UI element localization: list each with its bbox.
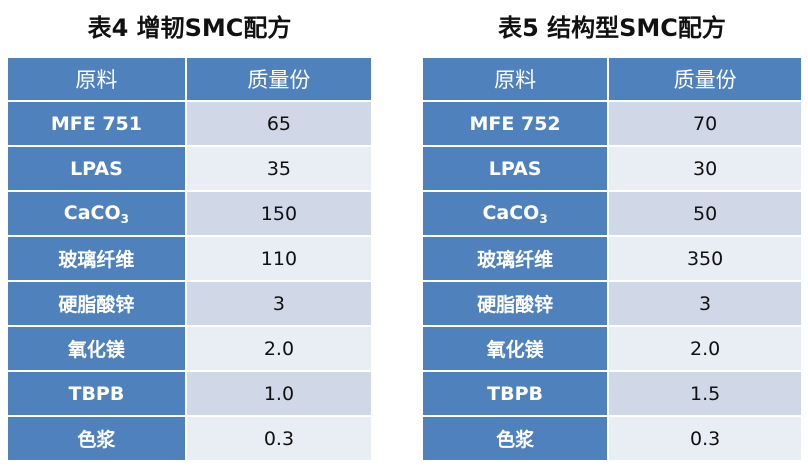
material-cell: CaCO3: [6, 190, 187, 237]
material-cell: 氧化镁: [420, 325, 610, 372]
material-cell: 硬脂酸锌: [420, 280, 610, 327]
table-row: CaCO3 50: [420, 190, 803, 237]
table-row: TBPB 1.5: [420, 370, 803, 417]
table-header-row: 原料 质量份: [6, 56, 374, 102]
table-row: 硬脂酸锌 3: [6, 280, 374, 327]
header-parts: 质量份: [607, 56, 803, 102]
material-base: CaCO: [482, 201, 540, 224]
material-subscript: 3: [120, 211, 130, 226]
material-cell: LPAS: [420, 145, 610, 192]
material-base: CaCO: [63, 201, 121, 224]
material-cell: TBPB: [420, 370, 610, 417]
material-cell: 色浆: [6, 415, 187, 462]
parts-cell: 2.0: [184, 325, 374, 372]
material-cell: 玻璃纤维: [420, 235, 610, 282]
table-row: LPAS 30: [420, 145, 803, 192]
parts-cell: 150: [184, 190, 374, 237]
toughened-smc-formula-table: 原料 质量份 MFE 751 65 LPAS 35 CaCO3 150 玻璃纤维…: [6, 56, 374, 462]
parts-cell: 350: [607, 235, 803, 282]
material-cell: CaCO3: [420, 190, 610, 237]
material-subscript: 3: [539, 211, 548, 226]
table-row: CaCO3 150: [6, 190, 374, 237]
parts-cell: 0.3: [607, 415, 803, 462]
parts-cell: 50: [607, 190, 803, 237]
header-material: 原料: [6, 56, 187, 102]
structural-smc-panel: 表5 结构型SMC配方 原料 质量份 MFE 752 70 LPAS 30 Ca…: [420, 0, 803, 462]
table-title: 表4 增韧SMC配方: [87, 14, 292, 42]
material-cell: 色浆: [420, 415, 610, 462]
table-row: 氧化镁 2.0: [420, 325, 803, 372]
parts-cell: 3: [184, 280, 374, 327]
parts-cell: 2.0: [607, 325, 803, 372]
parts-cell: 30: [607, 145, 803, 192]
material-cell: 硬脂酸锌: [6, 280, 187, 327]
table-row: 氧化镁 2.0: [6, 325, 374, 372]
parts-cell: 110: [184, 235, 374, 282]
table-header-row: 原料 质量份: [420, 56, 803, 102]
parts-cell: 35: [184, 145, 374, 192]
table-row: 色浆 0.3: [6, 415, 374, 462]
parts-cell: 1.5: [607, 370, 803, 417]
header-parts: 质量份: [184, 56, 374, 102]
parts-cell: 1.0: [184, 370, 374, 417]
table-row: TBPB 1.0: [6, 370, 374, 417]
table-row: 硬脂酸锌 3: [420, 280, 803, 327]
table-row: LPAS 35: [6, 145, 374, 192]
material-cell: 玻璃纤维: [6, 235, 187, 282]
table-row: 玻璃纤维 110: [6, 235, 374, 282]
parts-cell: 0.3: [184, 415, 374, 462]
table-row: 玻璃纤维 350: [420, 235, 803, 282]
parts-cell: 65: [184, 100, 374, 147]
header-material: 原料: [420, 56, 610, 102]
table-row: MFE 751 65: [6, 100, 374, 147]
table-title: 表5 结构型SMC配方: [498, 14, 726, 42]
structural-smc-formula-table: 原料 质量份 MFE 752 70 LPAS 30 CaCO3 50 玻璃纤维 …: [420, 56, 803, 462]
material-cell: LPAS: [6, 145, 187, 192]
material-cell: MFE 751: [6, 100, 187, 147]
parts-cell: 3: [607, 280, 803, 327]
table-row: MFE 752 70: [420, 100, 803, 147]
material-cell: 氧化镁: [6, 325, 187, 372]
toughened-smc-panel: 表4 增韧SMC配方 原料 质量份 MFE 751 65 LPAS 35 CaC…: [6, 0, 374, 462]
material-cell: MFE 752: [420, 100, 610, 147]
material-cell: TBPB: [6, 370, 187, 417]
parts-cell: 70: [607, 100, 803, 147]
table-row: 色浆 0.3: [420, 415, 803, 462]
